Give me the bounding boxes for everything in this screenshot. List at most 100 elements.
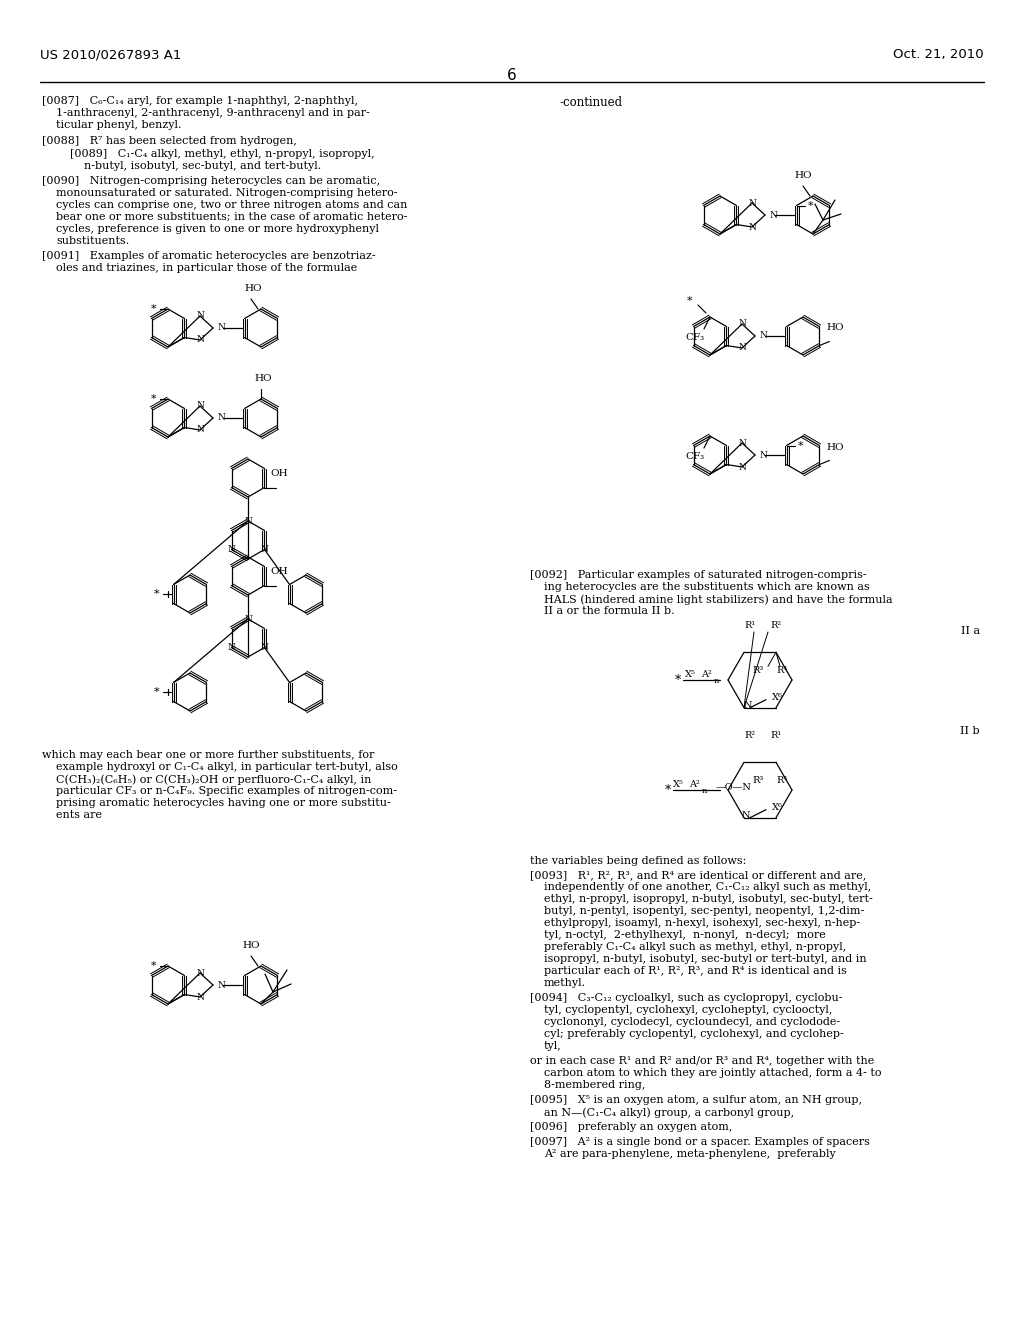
Text: ents are: ents are	[56, 810, 102, 820]
Text: CF₃: CF₃	[685, 451, 705, 461]
Text: N: N	[738, 343, 745, 352]
Text: N: N	[244, 615, 252, 623]
Text: cyclononyl, cyclodecyl, cycloundecyl, and cyclodode-: cyclononyl, cyclodecyl, cycloundecyl, an…	[544, 1016, 840, 1027]
Text: N: N	[196, 425, 204, 434]
Text: US 2010/0267893 A1: US 2010/0267893 A1	[40, 48, 181, 61]
Text: *: *	[665, 784, 671, 796]
Text: carbon atom to which they are jointly attached, form a 4- to: carbon atom to which they are jointly at…	[544, 1068, 882, 1078]
Text: II b: II b	[961, 726, 980, 737]
Text: N: N	[227, 643, 236, 652]
Text: N: N	[769, 210, 777, 219]
Text: R⁴: R⁴	[776, 776, 787, 785]
Text: N: N	[196, 993, 204, 1002]
Text: HO: HO	[826, 323, 844, 333]
Text: HALS (hindered amine light stabilizers) and have the formula: HALS (hindered amine light stabilizers) …	[544, 594, 893, 605]
Text: ing heterocycles are the substituents which are known as: ing heterocycles are the substituents wh…	[544, 582, 869, 591]
Text: oles and triazines, in particular those of the formulae: oles and triazines, in particular those …	[56, 263, 357, 273]
Text: *: *	[152, 961, 157, 972]
Text: N: N	[196, 969, 204, 978]
Text: bear one or more substituents; in the case of aromatic hetero-: bear one or more substituents; in the ca…	[56, 213, 408, 222]
Text: R²: R²	[744, 731, 756, 741]
Text: N: N	[738, 462, 745, 471]
Text: example hydroxyl or C₁-C₄ alkyl, in particular tert-butyl, also: example hydroxyl or C₁-C₄ alkyl, in part…	[56, 762, 397, 772]
Text: [0091]   Examples of aromatic heterocycles are benzotriaz-: [0091] Examples of aromatic heterocycles…	[42, 251, 376, 261]
Text: [0092]   Particular examples of saturated nitrogen-compris-: [0092] Particular examples of saturated …	[530, 570, 866, 579]
Text: [0096]   preferably an oxygen atom,: [0096] preferably an oxygen atom,	[530, 1122, 732, 1133]
Text: which may each bear one or more further substituents, for: which may each bear one or more further …	[42, 750, 375, 760]
Text: A²: A²	[688, 780, 699, 789]
Text: or in each case R¹ and R² and/or R³ and R⁴, together with the: or in each case R¹ and R² and/or R³ and …	[530, 1056, 874, 1067]
Text: *: *	[152, 393, 157, 404]
Text: methyl.: methyl.	[544, 978, 586, 987]
Text: N: N	[749, 198, 756, 207]
Text: N: N	[217, 413, 225, 422]
Text: [0087]   C₆-C₁₄ aryl, for example 1-naphthyl, 2-naphthyl,: [0087] C₆-C₁₄ aryl, for example 1-naphth…	[42, 96, 358, 106]
Text: N: N	[738, 319, 745, 329]
Text: N: N	[227, 545, 236, 554]
Text: [0093]   R¹, R², R³, and R⁴ are identical or different and are,: [0093] R¹, R², R³, and R⁴ are identical …	[530, 870, 866, 880]
Text: N: N	[743, 701, 753, 710]
Text: R¹: R¹	[770, 731, 781, 741]
Text: ticular phenyl, benzyl.: ticular phenyl, benzyl.	[56, 120, 181, 129]
Text: X⁶: X⁶	[772, 693, 783, 702]
Text: N: N	[260, 643, 268, 652]
Text: 1-anthracenyl, 2-anthracenyl, 9-anthracenyl and in par-: 1-anthracenyl, 2-anthracenyl, 9-anthrace…	[56, 108, 370, 117]
Text: n: n	[714, 677, 719, 685]
Text: N: N	[196, 335, 204, 345]
Text: N: N	[217, 981, 225, 990]
Text: R³: R³	[753, 776, 764, 785]
Text: preferably C₁-C₄ alkyl such as methyl, ethyl, n-propyl,: preferably C₁-C₄ alkyl such as methyl, e…	[544, 942, 846, 952]
Text: an N—(C₁-C₄ alkyl) group, a carbonyl group,: an N—(C₁-C₄ alkyl) group, a carbonyl gro…	[544, 1107, 795, 1118]
Text: [0095]   X⁵ is an oxygen atom, a sulfur atom, an NH group,: [0095] X⁵ is an oxygen atom, a sulfur at…	[530, 1096, 862, 1105]
Text: R³: R³	[753, 665, 764, 675]
Text: HO: HO	[244, 284, 262, 293]
Text: X⁶: X⁶	[772, 803, 783, 812]
Text: *: *	[155, 589, 160, 599]
Text: isopropyl, n-butyl, isobutyl, sec-butyl or tert-butyl, and in: isopropyl, n-butyl, isobutyl, sec-butyl …	[544, 954, 866, 964]
Text: R¹: R¹	[744, 622, 756, 631]
Text: N: N	[759, 450, 767, 459]
Text: -continued: -continued	[560, 96, 624, 110]
Text: particular each of R¹, R², R³, and R⁴ is identical and is: particular each of R¹, R², R³, and R⁴ is…	[544, 966, 847, 975]
Text: n: n	[701, 787, 707, 795]
Text: cyl; preferably cyclopentyl, cyclohexyl, and cyclohep-: cyl; preferably cyclopentyl, cyclohexyl,…	[544, 1030, 844, 1039]
Text: *: *	[798, 441, 804, 450]
Text: CF₃: CF₃	[685, 333, 705, 342]
Text: N: N	[260, 545, 268, 554]
Text: N: N	[738, 438, 745, 447]
Text: n-butyl, isobutyl, sec-butyl, and tert-butyl.: n-butyl, isobutyl, sec-butyl, and tert-b…	[84, 161, 322, 172]
Text: [0097]   A² is a single bond or a spacer. Examples of spacers: [0097] A² is a single bond or a spacer. …	[530, 1137, 869, 1147]
Text: *: *	[675, 673, 681, 686]
Text: HO: HO	[254, 374, 271, 383]
Text: tyl,: tyl,	[544, 1041, 562, 1051]
Text: N: N	[196, 312, 204, 321]
Text: *: *	[687, 296, 693, 306]
Text: substituents.: substituents.	[56, 236, 129, 246]
Text: cycles can comprise one, two or three nitrogen atoms and can: cycles can comprise one, two or three ni…	[56, 201, 408, 210]
Text: particular CF₃ or n-C₄F₉. Specific examples of nitrogen-com-: particular CF₃ or n-C₄F₉. Specific examp…	[56, 785, 397, 796]
Text: 8-membered ring,: 8-membered ring,	[544, 1080, 645, 1090]
Text: N: N	[749, 223, 756, 231]
Text: prising aromatic heterocycles having one or more substitu-: prising aromatic heterocycles having one…	[56, 799, 391, 808]
Text: —O—N: —O—N	[716, 784, 752, 792]
Text: the variables being defined as follows:: the variables being defined as follows:	[530, 855, 746, 866]
Text: X⁵: X⁵	[685, 671, 695, 678]
Text: Oct. 21, 2010: Oct. 21, 2010	[893, 48, 984, 61]
Text: HO: HO	[243, 941, 260, 950]
Text: butyl, n-pentyl, isopentyl, sec-pentyl, neopentyl, 1,2-dim-: butyl, n-pentyl, isopentyl, sec-pentyl, …	[544, 906, 864, 916]
Text: cycles, preference is given to one or more hydroxyphenyl: cycles, preference is given to one or mo…	[56, 224, 379, 234]
Text: X⁵: X⁵	[673, 780, 683, 789]
Text: independently of one another, C₁-C₁₂ alkyl such as methyl,: independently of one another, C₁-C₁₂ alk…	[544, 882, 871, 892]
Text: II a or the formula II b.: II a or the formula II b.	[544, 606, 675, 616]
Text: N: N	[196, 401, 204, 411]
Text: *: *	[808, 201, 813, 210]
Text: [0088]   R⁷ has been selected from hydrogen,: [0088] R⁷ has been selected from hydroge…	[42, 136, 297, 147]
Text: HO: HO	[795, 172, 812, 180]
Text: N: N	[741, 812, 751, 820]
Text: tyl, n-octyl,  2-ethylhexyl,  n-nonyl,  n-decyl;  more: tyl, n-octyl, 2-ethylhexyl, n-nonyl, n-d…	[544, 931, 825, 940]
Text: A²: A²	[700, 671, 712, 678]
Text: R⁴: R⁴	[776, 665, 787, 675]
Text: OH: OH	[270, 566, 288, 576]
Text: R²: R²	[770, 622, 781, 631]
Text: N: N	[759, 331, 767, 341]
